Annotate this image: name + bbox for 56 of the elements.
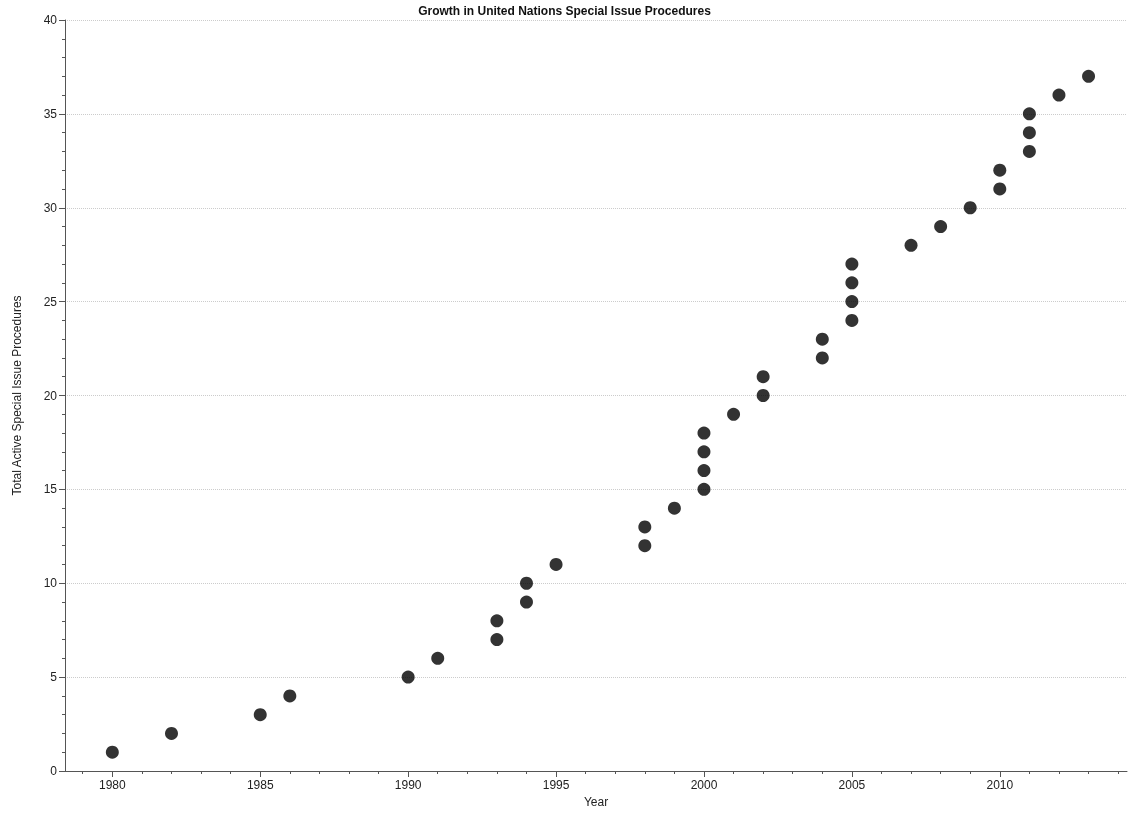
point xyxy=(727,407,741,421)
y-tick-label: 35 xyxy=(43,106,58,121)
y-tick-label: 30 xyxy=(43,200,58,215)
point xyxy=(1022,126,1036,140)
y-tick-label: 5 xyxy=(50,670,58,685)
point xyxy=(1022,144,1036,158)
x-tick-label: 2000 xyxy=(690,778,718,792)
y-tick-label: 25 xyxy=(43,294,58,309)
point xyxy=(520,576,533,590)
point xyxy=(431,651,445,665)
point xyxy=(520,595,533,609)
x-tick-label: 1985 xyxy=(246,778,274,792)
y-tick-label: 10 xyxy=(43,576,58,591)
point xyxy=(845,295,859,309)
point xyxy=(490,633,504,647)
point xyxy=(993,163,1007,177)
y-tick-label: 20 xyxy=(43,388,58,403)
point xyxy=(1052,88,1066,102)
point xyxy=(697,445,711,459)
point xyxy=(165,726,178,740)
point xyxy=(1082,69,1096,83)
point xyxy=(756,389,770,402)
point xyxy=(638,539,652,553)
point xyxy=(1022,107,1036,121)
point xyxy=(904,238,918,252)
point xyxy=(845,276,859,290)
point xyxy=(697,482,711,496)
point xyxy=(963,201,977,215)
x-tick-label: 1990 xyxy=(394,778,422,792)
point xyxy=(756,370,770,384)
x-tick-label: 1980 xyxy=(98,778,126,792)
point xyxy=(638,520,652,534)
point xyxy=(815,351,829,365)
point xyxy=(401,670,415,684)
y-tick-label: 0 xyxy=(50,764,58,778)
point xyxy=(105,745,119,759)
point xyxy=(697,464,711,478)
y-axis-title: Total Active Special Issue Procedures xyxy=(10,295,24,496)
x-tick-label: 2005 xyxy=(838,778,866,792)
point xyxy=(993,182,1007,196)
x-tick-label: 2010 xyxy=(986,778,1014,792)
point xyxy=(845,257,859,271)
y-tick-label: 15 xyxy=(43,482,58,497)
point xyxy=(667,501,681,515)
y-tick-label: 40 xyxy=(43,13,58,27)
point xyxy=(697,426,711,440)
point xyxy=(549,557,563,571)
point xyxy=(845,313,859,327)
x-axis-title: Year xyxy=(583,794,609,809)
point xyxy=(934,220,948,234)
point xyxy=(490,614,504,628)
x-tick-label: 1995 xyxy=(542,778,570,792)
point xyxy=(253,708,267,722)
point xyxy=(815,332,829,346)
point xyxy=(283,689,297,703)
chart-title: Growth in United Nations Special Issue Procedures xyxy=(418,4,712,18)
